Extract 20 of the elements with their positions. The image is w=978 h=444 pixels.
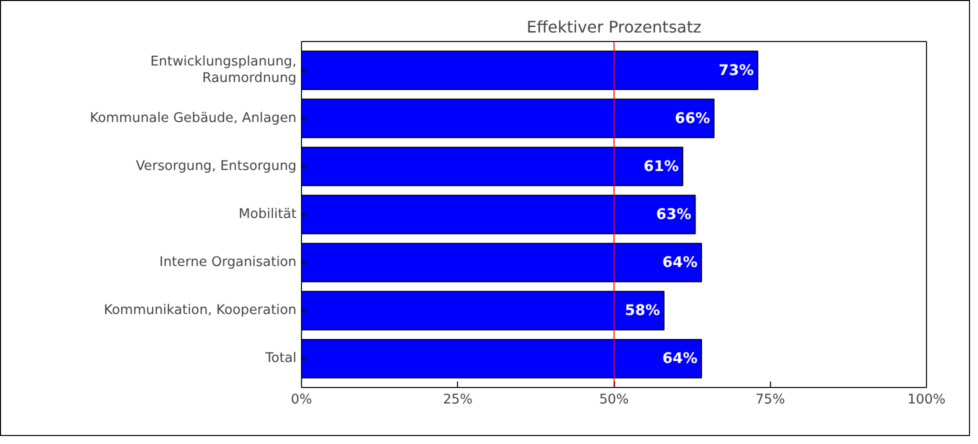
y-tick-label: Interne Organisation <box>159 255 297 270</box>
data-label: 73% <box>718 62 754 79</box>
y-tick-label: Kommunikation, Kooperation <box>104 303 297 318</box>
x-tick-label: 25% <box>442 392 473 408</box>
data-label: 66% <box>674 110 710 127</box>
data-label: 61% <box>644 158 680 175</box>
data-label: 64% <box>662 350 698 368</box>
y-tick-label: Entwicklungsplanung, Raumordnung <box>150 54 297 86</box>
x-tick-label: 0% <box>290 392 312 408</box>
y-tick-label: Kommunale Gebäude, Anlagen <box>90 110 297 126</box>
data-label: 58% <box>624 302 660 320</box>
x-tick-label: 50% <box>599 392 629 408</box>
y-tick-label: Total <box>264 351 297 366</box>
y-tick-label: Versorgung, Entsorgung <box>136 158 297 174</box>
y-tick-label: Mobilität <box>238 207 296 222</box>
chart-title: Effektiver Prozentsatz <box>526 18 702 36</box>
x-tick-label: 100% <box>907 392 946 408</box>
x-tick-label: 75% <box>755 392 786 408</box>
data-label: 64% <box>662 254 698 272</box>
data-label: 63% <box>656 206 692 223</box>
